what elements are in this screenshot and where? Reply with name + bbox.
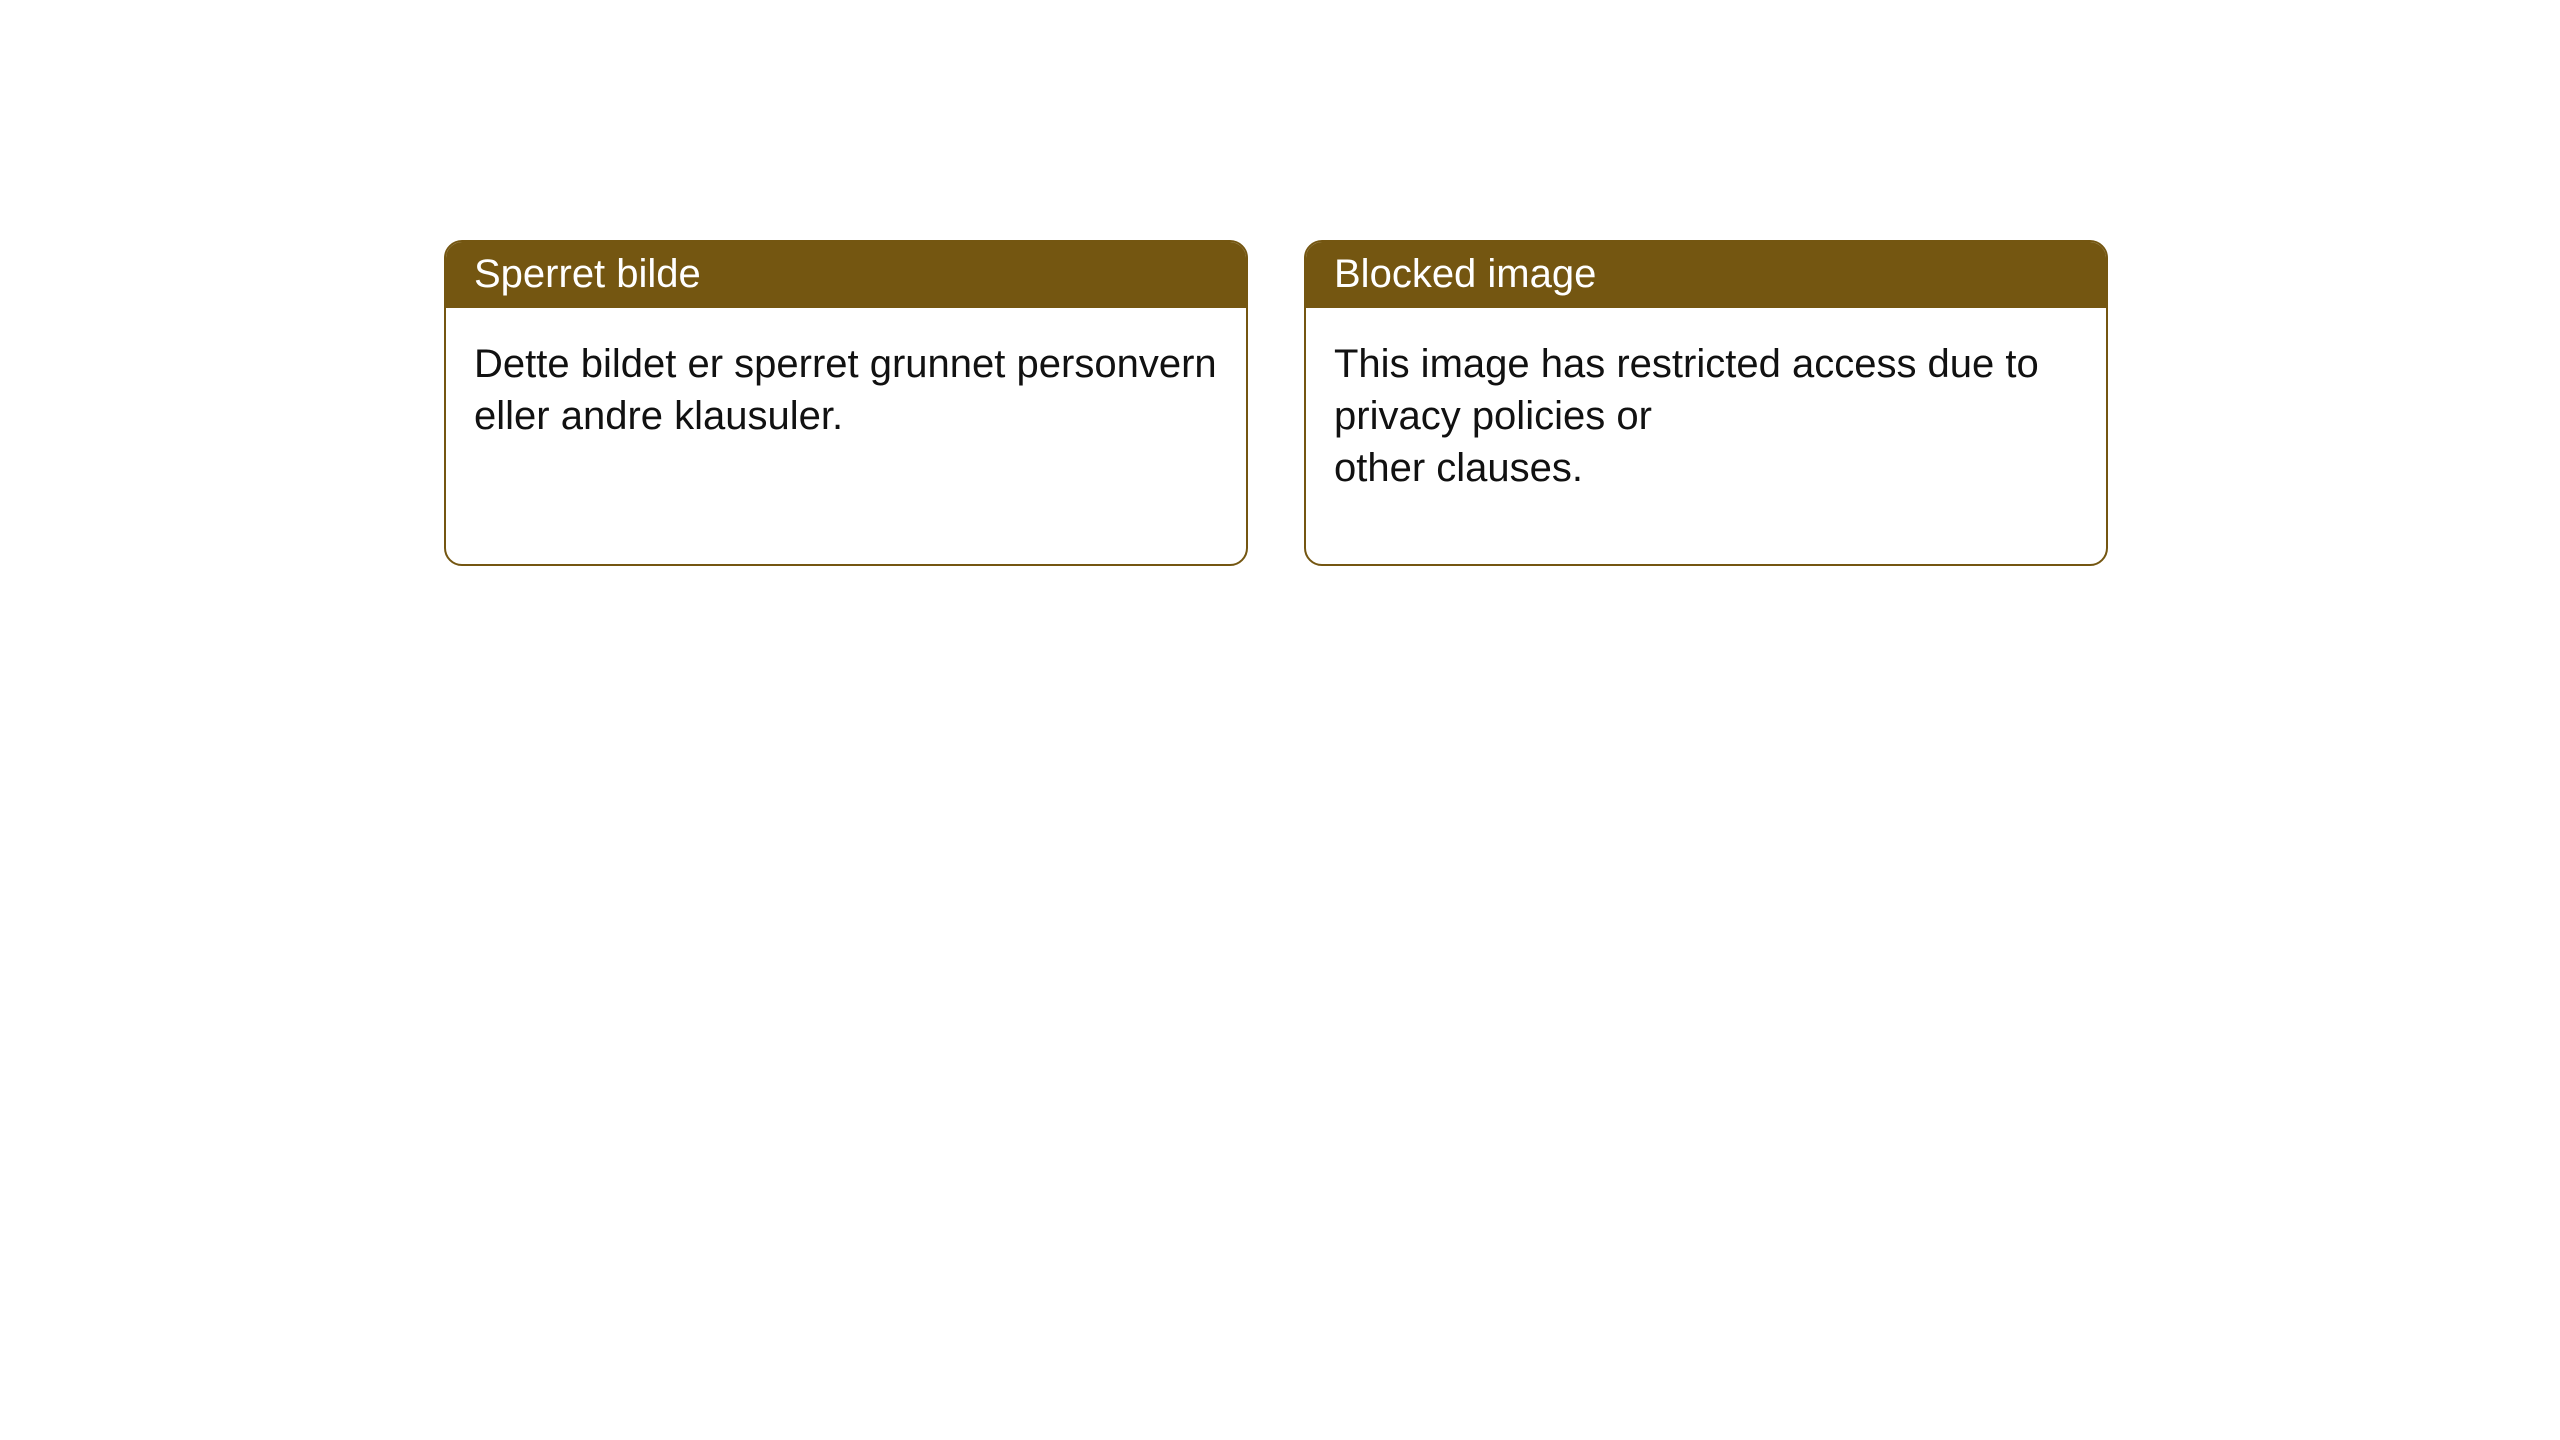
notice-title: Sperret bilde — [446, 242, 1246, 308]
notice-body: This image has restricted access due to … — [1306, 308, 2106, 564]
notice-card-english: Blocked image This image has restricted … — [1304, 240, 2108, 566]
notice-title: Blocked image — [1306, 242, 2106, 308]
notice-container: Sperret bilde Dette bildet er sperret gr… — [0, 0, 2560, 566]
notice-card-norwegian: Sperret bilde Dette bildet er sperret gr… — [444, 240, 1248, 566]
notice-body: Dette bildet er sperret grunnet personve… — [446, 308, 1246, 512]
